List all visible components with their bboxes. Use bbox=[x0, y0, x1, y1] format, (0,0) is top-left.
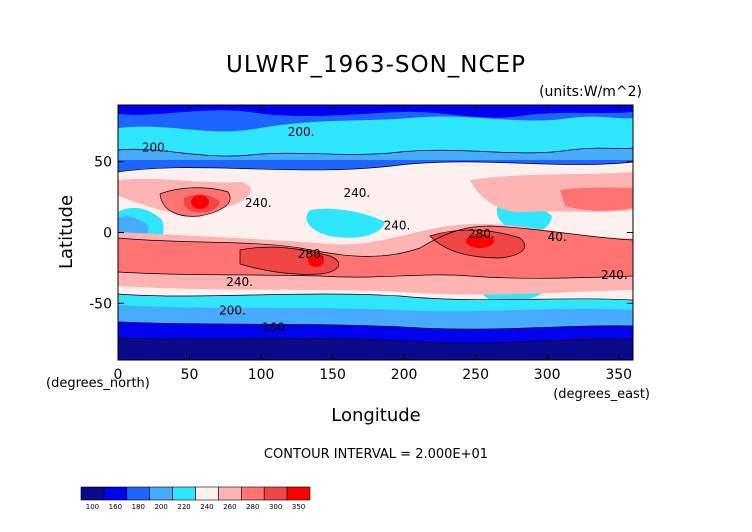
contour-label: 240. bbox=[384, 218, 411, 232]
band-south-dark bbox=[118, 338, 633, 360]
colorbar-swatch bbox=[103, 486, 128, 501]
y-tick-label: 0 bbox=[103, 226, 112, 242]
contour-lines bbox=[118, 147, 633, 344]
colorbar-swatch bbox=[218, 486, 242, 501]
contour-interval: CONTOUR INTERVAL = 2.000E+01 bbox=[264, 447, 488, 462]
colorbar-swatch bbox=[126, 486, 151, 501]
filled-contours bbox=[118, 105, 633, 360]
contour-label: 240. bbox=[226, 275, 253, 289]
peak-pacific bbox=[466, 234, 494, 248]
colorbar-swatch bbox=[241, 486, 265, 501]
colorbar: 100 160 180 200 220 240 260 280 300 350 bbox=[80, 486, 311, 511]
x-tick-label: 350 bbox=[605, 367, 632, 383]
peak-africa bbox=[191, 195, 209, 209]
y-axis: -50 0 50 bbox=[89, 155, 633, 312]
colorbar-swatch bbox=[195, 486, 219, 501]
contour-label: 200. bbox=[288, 125, 315, 139]
band-north-cyan bbox=[118, 116, 633, 158]
x-tick-label: 250 bbox=[462, 367, 489, 383]
colorbar-label: 180 bbox=[132, 503, 145, 511]
colorbar-label: 350 bbox=[292, 503, 305, 511]
x-tick-label: 50 bbox=[181, 367, 199, 383]
colorbar-label: 260 bbox=[223, 503, 236, 511]
colorbar-label: 160 bbox=[109, 503, 122, 511]
band-north-dark bbox=[118, 105, 633, 118]
colorbar-label: 280 bbox=[246, 503, 259, 511]
x-tick-label: 0 bbox=[114, 367, 123, 383]
colorbar-label: 220 bbox=[177, 503, 190, 511]
colorbar-swatch bbox=[149, 486, 173, 501]
x-tick-label: 300 bbox=[534, 367, 561, 383]
x-tick-label: 100 bbox=[248, 367, 275, 383]
colorbar-swatch bbox=[263, 486, 288, 501]
x-tick-label: 200 bbox=[391, 367, 418, 383]
colorbar-label: 300 bbox=[269, 503, 282, 511]
x-tick-label: 150 bbox=[319, 367, 346, 383]
colorbar-label: 200 bbox=[154, 503, 167, 511]
y-tick-label: -50 bbox=[89, 296, 112, 312]
units-label: (units:W/m^2) bbox=[539, 84, 642, 100]
pocket-cyan-central bbox=[306, 208, 385, 238]
colorbar-swatch bbox=[172, 486, 196, 501]
contour-label: 40. bbox=[548, 230, 567, 244]
contour-label: 240. bbox=[245, 196, 272, 210]
y-axis-label: Latitude bbox=[56, 195, 77, 269]
contour-label: 280. bbox=[298, 247, 325, 261]
colorbar-label: 100 bbox=[86, 503, 99, 511]
contour-label: 280. bbox=[468, 227, 495, 241]
contour-label: 200. bbox=[219, 303, 246, 317]
peak-asia bbox=[308, 253, 324, 267]
y-unit-label: (degrees_north) bbox=[46, 376, 150, 391]
x-axis: 0 50 100 150 200 250 300 350 bbox=[114, 105, 632, 383]
warm-north-red-east bbox=[560, 187, 633, 211]
contour-labels: 200. 200. 240. 240. 240. 280. 280. 240. 240. 200.… bbox=[142, 125, 628, 334]
colorbar-swatch bbox=[80, 486, 105, 501]
contour-label: 200. bbox=[142, 141, 169, 155]
colorbar-label: 240 bbox=[200, 503, 213, 511]
colorbar-swatch bbox=[286, 486, 311, 501]
contour-label: 240. bbox=[344, 186, 371, 200]
chart-title: ULWRF_1963-SON_NCEP bbox=[226, 52, 526, 78]
plot-area: 200. 200. 240. 240. 240. 280. 280. 240. 240. 200.… bbox=[118, 105, 633, 360]
y-tick-label: 50 bbox=[94, 155, 112, 171]
x-unit-label: (degrees_east) bbox=[553, 387, 650, 402]
contour-label: 240. bbox=[601, 268, 628, 282]
contour-label: 160. bbox=[262, 320, 289, 334]
x-axis-label: Longitude bbox=[331, 405, 421, 426]
